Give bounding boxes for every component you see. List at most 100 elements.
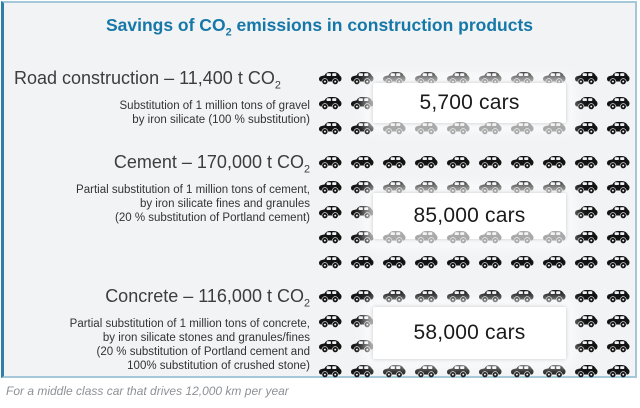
cement-text-column: Cement – 170,000 t CO2 Partial substitut… — [14, 152, 310, 226]
car-icon — [574, 338, 598, 354]
title-subscript: 2 — [225, 26, 232, 39]
car-icon — [414, 288, 438, 304]
car-icon — [606, 313, 630, 329]
cement-description-line: by iron silicate fines and granules — [139, 198, 310, 211]
car-icon — [446, 363, 470, 379]
section-road-construction: Road construction – 11,400 t CO2 Substit… — [4, 68, 635, 136]
car-icon — [382, 179, 406, 195]
car-row — [318, 288, 630, 304]
car-icon — [574, 154, 598, 170]
car-icon — [318, 313, 342, 329]
car-row — [318, 179, 630, 195]
cement-car-grid — [318, 154, 630, 270]
car-icon — [574, 204, 598, 220]
car-icon — [318, 288, 342, 304]
car-icon — [606, 363, 630, 379]
car-icon — [414, 70, 438, 86]
car-icon — [318, 204, 342, 220]
concrete-text-column: Concrete – 116,000 t CO2 Partial substit… — [14, 286, 310, 374]
car-icon — [446, 70, 470, 86]
car-icon — [574, 179, 598, 195]
car-icon — [382, 120, 406, 136]
car-icon — [350, 154, 374, 170]
road-description: Substitution of 1 million tons of gravel… — [14, 99, 311, 127]
car-icon — [318, 229, 342, 245]
car-icon — [606, 254, 630, 270]
concrete-description-line: by iron silicate stones and granules/fin… — [102, 332, 310, 345]
car-row — [318, 120, 630, 136]
car-icon — [574, 70, 598, 86]
car-icon — [350, 313, 374, 329]
car-row — [318, 70, 630, 86]
car-row — [318, 154, 630, 170]
car-row — [318, 229, 630, 245]
car-icon — [350, 338, 374, 354]
car-icon — [510, 229, 534, 245]
car-icon — [606, 70, 630, 86]
concrete-heading: Concrete – 116,000 t CO2 — [14, 286, 310, 315]
car-icon — [446, 120, 470, 136]
car-icon — [574, 254, 598, 270]
road-description-line: by iron silicate (100 % substitution) — [132, 114, 310, 127]
car-icon — [606, 154, 630, 170]
title-suffix: emissions in construction products — [231, 15, 534, 35]
car-icon — [318, 154, 342, 170]
cement-pictogram-column: 85,000 cars — [318, 154, 630, 270]
concrete-cars-count-label: 58,000 cars — [373, 306, 566, 359]
car-icon — [478, 254, 502, 270]
car-icon — [510, 70, 534, 86]
road-cars-count-label: 5,700 cars — [373, 82, 566, 123]
car-icon — [542, 120, 566, 136]
car-icon — [510, 120, 534, 136]
car-icon — [318, 179, 342, 195]
car-icon — [350, 288, 374, 304]
car-icon — [318, 95, 342, 111]
car-icon — [510, 288, 534, 304]
cement-cars-count-label: 85,000 cars — [373, 192, 566, 239]
car-icon — [574, 120, 598, 136]
car-icon — [350, 70, 374, 86]
road-heading-subscript: 2 — [274, 79, 281, 92]
car-row — [318, 313, 630, 329]
car-icon — [446, 254, 470, 270]
car-icon — [414, 363, 438, 379]
car-icon — [318, 120, 342, 136]
car-icon — [318, 338, 342, 354]
car-icon — [606, 95, 630, 111]
car-icon — [542, 154, 566, 170]
car-icon — [478, 179, 502, 195]
concrete-car-grid — [318, 288, 630, 379]
car-icon — [574, 288, 598, 304]
car-icon — [574, 229, 598, 245]
car-icon — [414, 120, 438, 136]
car-icon — [542, 288, 566, 304]
road-heading-text: Road construction – 11,400 t CO — [14, 67, 275, 88]
road-car-grid — [318, 70, 630, 136]
concrete-description-line: Partial substitution of 1 million tons o… — [69, 318, 310, 331]
car-icon — [542, 363, 566, 379]
car-icon — [510, 254, 534, 270]
title-text: Savings of CO — [105, 15, 226, 35]
car-icon — [350, 95, 374, 111]
car-row — [318, 254, 630, 270]
car-icon — [414, 154, 438, 170]
car-icon — [606, 338, 630, 354]
car-row — [318, 95, 630, 111]
car-icon — [478, 229, 502, 245]
section-concrete: Concrete – 116,000 t CO2 Partial substit… — [4, 286, 635, 379]
car-icon — [446, 179, 470, 195]
concrete-description: Partial substitution of 1 million tons o… — [14, 317, 310, 373]
car-row — [318, 363, 630, 379]
car-icon — [318, 254, 342, 270]
car-icon — [382, 229, 406, 245]
car-icon — [542, 179, 566, 195]
car-icon — [446, 288, 470, 304]
car-icon — [606, 204, 630, 220]
car-icon — [510, 363, 534, 379]
car-icon — [574, 363, 598, 379]
car-icon — [574, 313, 598, 329]
cement-heading-subscript: 2 — [303, 163, 310, 176]
car-icon — [574, 95, 598, 111]
car-icon — [350, 229, 374, 245]
car-icon — [478, 288, 502, 304]
